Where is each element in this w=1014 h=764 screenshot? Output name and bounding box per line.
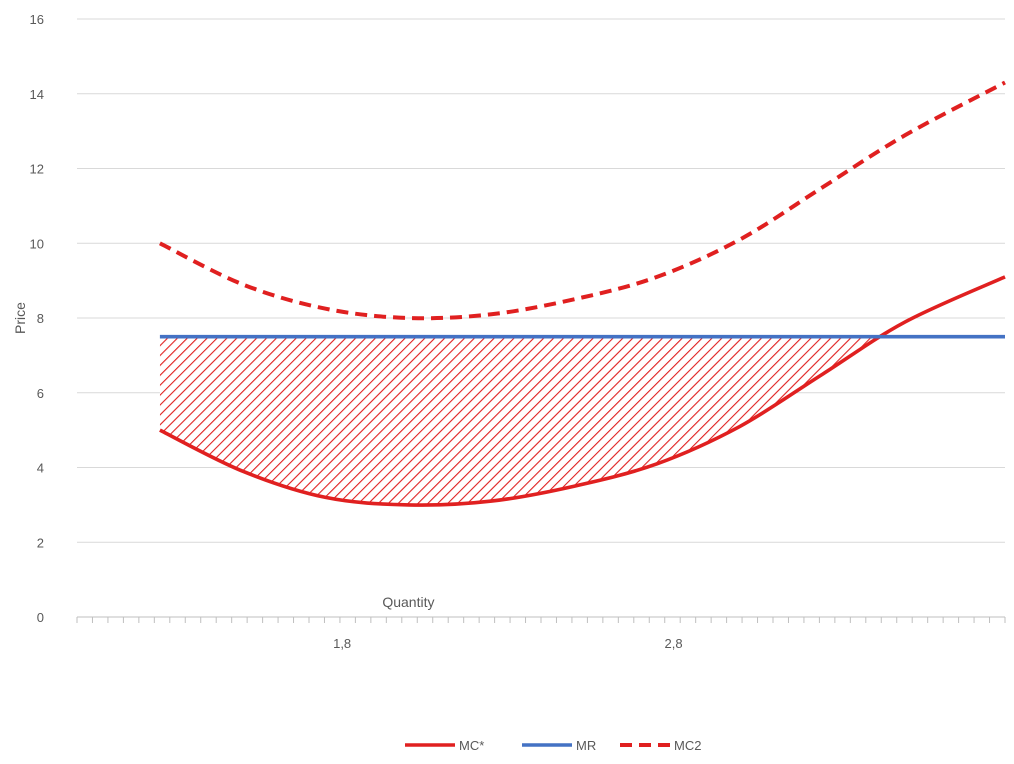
y-tick-label: 16 bbox=[30, 12, 44, 27]
legend: MC* MR MC2 bbox=[405, 738, 701, 753]
labels: 0 2 4 6 8 10 12 14 16 1,8 2,8 Quantity Price bbox=[12, 12, 683, 651]
y-tick-label: 14 bbox=[30, 87, 44, 102]
x-tick-label: 1,8 bbox=[333, 636, 351, 651]
series-layer bbox=[159, 80, 1006, 507]
series-line-mc bbox=[159, 275, 1006, 507]
y-tick-label: 0 bbox=[37, 610, 44, 625]
y-axis-title: Price bbox=[12, 302, 28, 334]
y-tick-label: 6 bbox=[37, 386, 44, 401]
y-tick-label: 8 bbox=[37, 311, 44, 326]
y-tick-label: 4 bbox=[37, 461, 44, 476]
shaded-region-layer bbox=[159, 336, 880, 506]
x-tick-label: 2,8 bbox=[665, 636, 683, 651]
legend-label: MC* bbox=[459, 738, 484, 753]
shaded-surplus-area bbox=[159, 336, 880, 506]
y-tick-label: 12 bbox=[30, 162, 44, 177]
x-axis-title: Quantity bbox=[382, 594, 434, 610]
series-line-mc2 bbox=[159, 80, 1006, 321]
legend-label: MR bbox=[576, 738, 596, 753]
y-tick-label: 2 bbox=[37, 535, 44, 550]
axes bbox=[76, 616, 1006, 623]
y-tick-label: 10 bbox=[30, 236, 44, 251]
legend-label: MC2 bbox=[674, 738, 701, 753]
